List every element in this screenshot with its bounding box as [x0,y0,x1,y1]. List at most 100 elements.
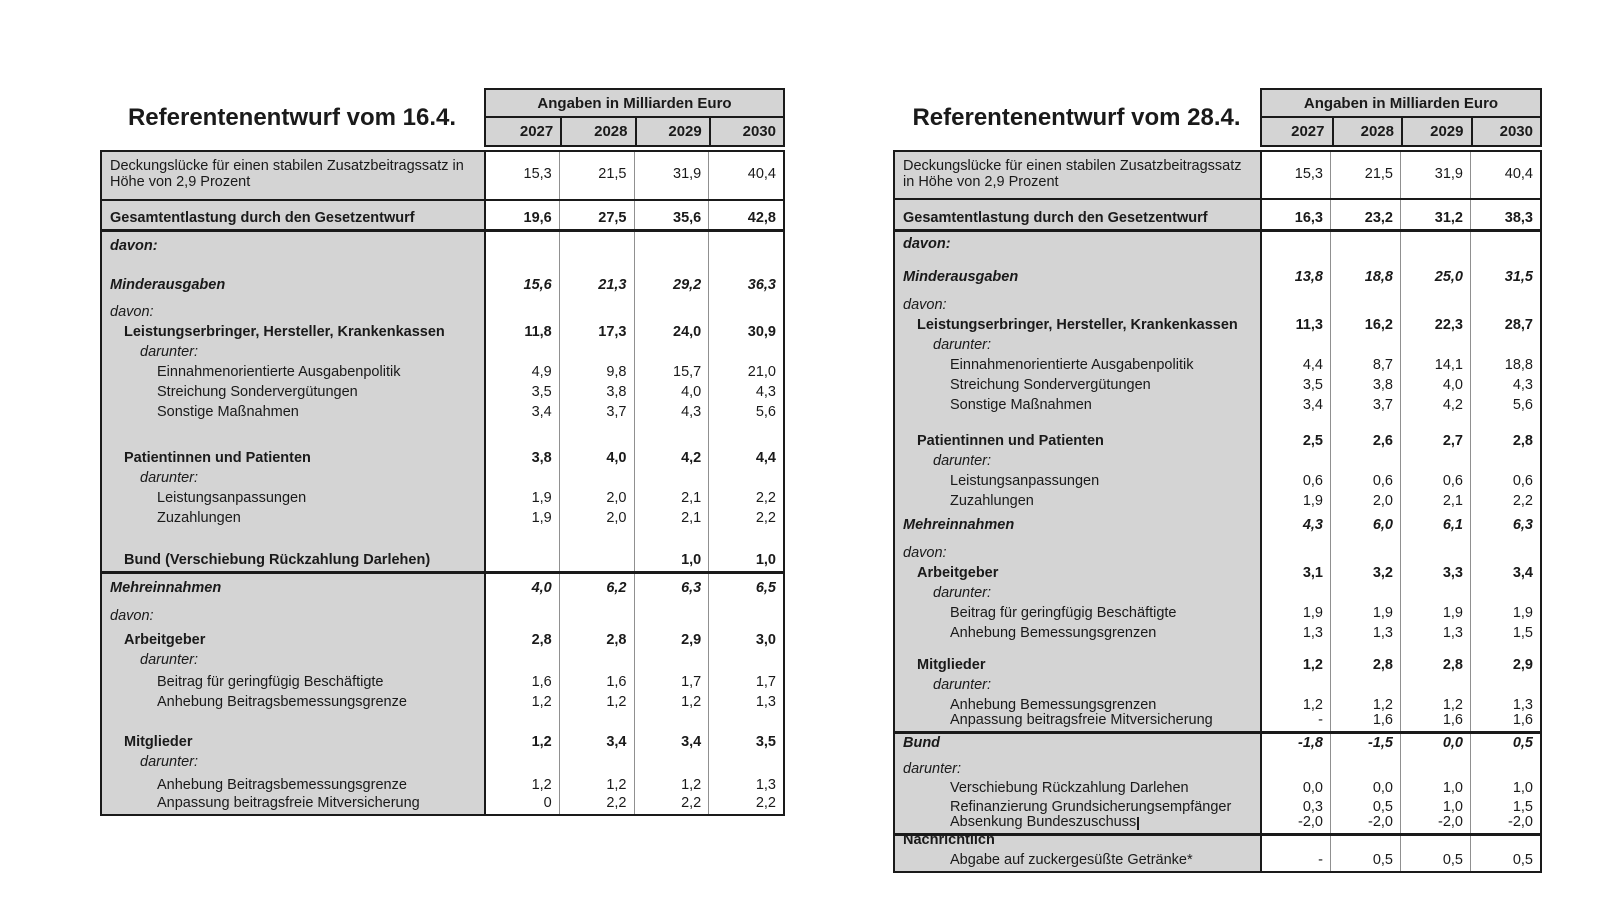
table-row: Anhebung Bemessungsgrenzen 1,3 1,3 1,3 1,5 [895,624,1540,644]
row-values: 0,6 0,6 0,6 0,6 [1260,472,1540,492]
row-label-text: Zuzahlungen [950,493,1034,509]
row-label: Absenkung Bundeszuschuss [895,814,1260,833]
row-values [1260,676,1540,696]
row-label-text: Leistungsanpassungen [950,473,1100,489]
value-cell: 1,7 [708,671,783,693]
row-values [1260,536,1540,564]
value-cell: 1,0 [1400,799,1470,818]
row-values: 2,8 2,8 2,9 3,0 [484,627,783,651]
value-cell: 21,5 [1330,152,1400,198]
table-row: Bund -1,8 -1,5 0,0 0,5 [895,731,1540,754]
value-cell [633,753,709,773]
table-row: Beitrag für geringfügig Beschäftigte 1,6 1… [102,671,783,693]
row-values: -0,5 0,5 0,5 [1260,851,1540,871]
table-header: Referentenentwurf vom 16.4. Angaben in Mi… [100,88,785,147]
table-body: Deckungslücke für einen stabilen Zusatzb… [100,150,785,816]
row-label-text: Anpassung beitragsfreie Mitversicherung [950,712,1213,728]
row-values: 3,4 3,7 4,2 5,6 [1260,396,1540,416]
value-cell: 1,9 [1260,604,1330,624]
table-row: Anhebung Beitragsbemessungsgrenze 1,2 1,2 1… [102,773,783,796]
value-cell [1470,754,1540,780]
row-label: Nachrichtlich [895,832,1260,851]
value-cell: 2,0 [558,509,634,529]
value-cell [633,296,709,323]
value-cell: 0,6 [1330,472,1400,492]
row-label: darunter: [895,584,1260,604]
value-cell [484,529,559,571]
row-label-text: Sonstige Maßnahmen [157,404,299,420]
row-values: 0 2,2 2,2 2,2 [484,795,783,814]
value-cell: 3,5 [484,383,559,403]
row-label-text: Leistungserbringer, Hersteller, Krankenk… [124,324,445,340]
row-values: 1,9 2,0 2,1 2,2 [484,509,783,529]
table-row: davon: [895,229,1540,255]
row-label: Minderausgaben [895,255,1260,288]
row-values: 15,3 21,5 31,9 40,4 [484,152,783,199]
table-row: Arbeitgeber 2,8 2,8 2,9 3,0 [102,627,783,651]
row-label-text: davon: [903,297,947,313]
value-cell [558,232,634,257]
table-row: Refinanzierung Grundsicherungsempfänger 0… [895,799,1540,818]
row-label: Verschiebung Rückzahlung Darlehen [895,780,1260,799]
value-cell: 5,6 [1470,396,1540,416]
value-cell [1330,584,1400,604]
row-label-text: darunter: [140,754,199,770]
table-row: Mitglieder 1,2 2,8 2,8 2,9 [895,644,1540,676]
table-row: Verschiebung Rückzahlung Darlehen 0,0 0,0 1… [895,780,1540,799]
row-label-text: Verschiebung Rückzahlung Darlehen [950,780,1189,796]
value-cell [1330,452,1400,472]
value-cell [484,469,559,489]
row-values: 15,6 21,3 29,2 36,3 [484,257,783,296]
row-label: Leistungsanpassungen [102,489,484,509]
value-cell [1260,836,1330,851]
table-row: Deckungslücke für einen stabilen Zusatzb… [895,152,1540,198]
value-cell [1470,836,1540,851]
row-label-text: Einnahmenorientierte Ausgabenpolitik [950,357,1194,373]
value-cell: 1,2 [558,693,634,713]
value-cell: 0,3 [1260,799,1330,818]
value-cell: 40,4 [708,152,783,199]
row-label: darunter: [102,651,484,671]
value-cell: 2,2 [558,795,634,814]
value-cell [1400,232,1470,255]
value-cell: 0,5 [1470,851,1540,871]
value-cell: 5,6 [708,403,783,423]
row-label-text: Minderausgaben [110,277,226,293]
row-label-text: Anhebung Beitragsbemessungsgrenze [157,777,407,793]
value-cell: 3,8 [1330,376,1400,396]
value-cell: 36,3 [708,257,783,296]
row-label-text: Mitglieder [917,657,986,673]
table-row: Abgabe auf zuckergesüßte Getränke* -0,5 0,… [895,851,1540,871]
row-values: 0,3 0,5 1,0 1,5 [1260,799,1540,818]
value-cell [633,599,709,627]
row-values: -1,6 1,6 1,6 [1260,712,1540,731]
value-cell: 22,3 [1400,316,1470,336]
row-label: Patientinnen und Patienten [102,423,484,469]
row-label-text: Abgabe auf zuckergesüßte Getränke* [950,852,1193,868]
value-cell: 0,6 [1400,472,1470,492]
row-label: Leistungsanpassungen [895,472,1260,492]
value-cell [1330,288,1400,316]
value-cell: 14,1 [1400,356,1470,376]
value-cell: 4,2 [633,423,709,469]
value-cell: 19,6 [484,201,559,229]
value-cell: 1,3 [708,693,783,713]
row-values: 11,3 16,2 22,3 28,7 [1260,316,1540,336]
row-label-text: darunter: [140,652,199,668]
row-values [484,753,783,773]
year-header-2027: 2027 [519,123,554,140]
value-cell: 3,4 [633,713,709,753]
value-cell [1260,232,1330,255]
value-cell: 3,7 [558,403,634,423]
unit-header-box: Angaben in Milliarden Euro 2027 2028 2029 20… [484,88,785,147]
value-cell [1400,676,1470,696]
value-cell: 3,0 [708,627,783,651]
table-row: darunter: [102,753,783,773]
row-label: darunter: [895,676,1260,696]
table-row: darunter: [895,754,1540,780]
row-label-text: Sonstige Maßnahmen [950,397,1092,413]
year-header-2029: 2029 [1401,118,1471,145]
value-cell: 2,8 [558,627,634,651]
row-values [1260,584,1540,604]
row-label-text: Arbeitgeber [917,565,999,581]
